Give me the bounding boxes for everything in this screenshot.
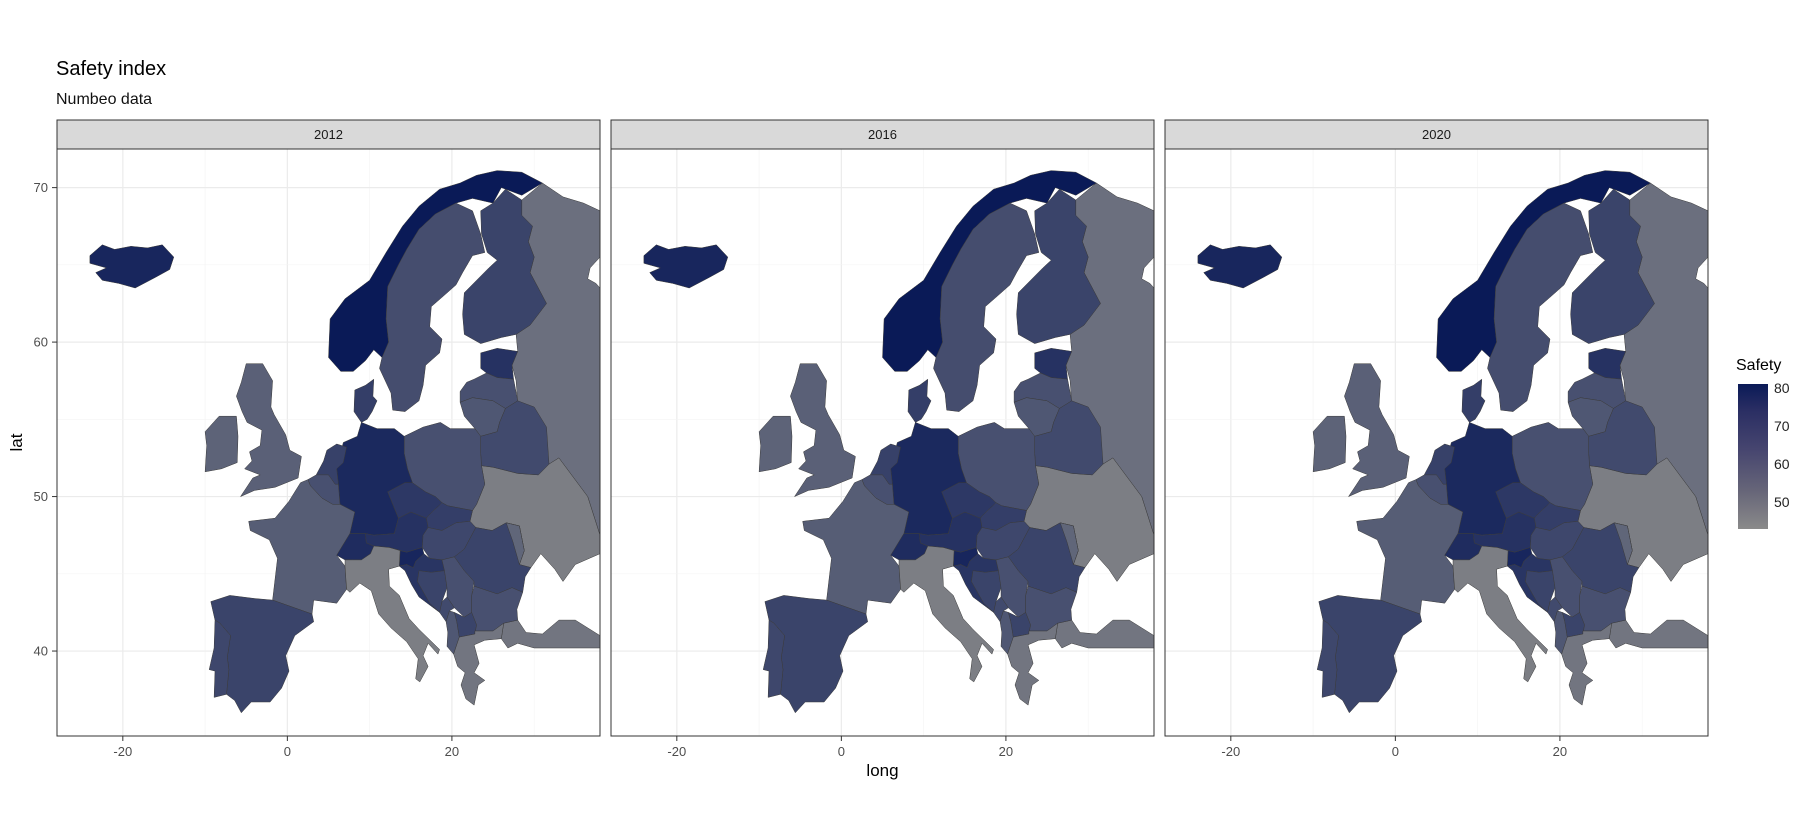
y-tick-label: 40	[34, 644, 48, 659]
country-united-kingdom	[790, 363, 856, 497]
country-ireland	[1312, 415, 1347, 473]
country-united-kingdom	[236, 363, 302, 497]
country-romania	[454, 522, 532, 595]
x-tick-label: 20	[1553, 744, 1567, 759]
facet-panel-2012: 2012 -20 0 20 70 60 50 40	[34, 119, 601, 759]
x-tick-label: -20	[667, 744, 686, 759]
country-portugal	[208, 619, 231, 698]
country-romania	[1562, 522, 1640, 595]
country-ireland	[204, 415, 239, 473]
country-belarus	[480, 400, 550, 476]
country-greece	[1561, 622, 1612, 706]
country-italy	[1452, 545, 1548, 683]
y-tick-label: 50	[34, 489, 48, 504]
map-regions	[1197, 170, 1708, 714]
country-bulgaria	[471, 585, 523, 635]
panel-border	[1164, 148, 1709, 737]
country-moldova	[1613, 522, 1633, 565]
country-romania	[1008, 522, 1086, 595]
legend-tick-label: 50	[1774, 494, 1790, 510]
x-tick-label: -20	[113, 744, 132, 759]
x-tick-label: 20	[445, 744, 459, 759]
panel-border	[56, 148, 601, 737]
country-greece	[1007, 622, 1058, 706]
facet-strip-label: 2016	[868, 127, 897, 142]
legend-colorbar	[1738, 384, 1768, 529]
country-iceland	[643, 244, 729, 289]
facet-strip-label: 2012	[314, 127, 343, 142]
country-sweden	[933, 202, 1040, 412]
x-tick-label: 0	[838, 744, 845, 759]
legend-tick-label: 60	[1774, 456, 1790, 472]
map-regions	[643, 170, 1154, 714]
chart-subtitle: Numbeo data	[56, 91, 153, 108]
facet-strip	[56, 119, 601, 150]
country-moldova	[505, 522, 525, 565]
x-tick-label: 20	[999, 744, 1013, 759]
legend-tick-label: 80	[1774, 380, 1790, 396]
x-tick-label: -20	[1221, 744, 1240, 759]
y-tick-label: 70	[34, 180, 48, 195]
chart-title: Safety index	[56, 58, 167, 80]
facet-strip	[1164, 119, 1709, 150]
country-greece	[453, 622, 504, 706]
country-moldova	[1059, 522, 1079, 565]
country-finland	[1570, 188, 1655, 344]
facet-strip-label: 2020	[1422, 127, 1451, 142]
y-tick-label: 60	[34, 335, 48, 350]
country-italy	[898, 545, 994, 683]
country-portugal	[762, 619, 785, 698]
country-denmark	[907, 378, 932, 423]
legend-title: Safety	[1736, 357, 1782, 374]
country-iceland	[89, 244, 175, 289]
y-axis-label: lat	[7, 433, 26, 451]
legend-tick-label: 70	[1774, 418, 1790, 434]
country-denmark	[353, 378, 378, 423]
country-ireland	[758, 415, 793, 473]
x-tick-label: 0	[284, 744, 291, 759]
country-iceland	[1197, 244, 1283, 289]
country-belarus	[1588, 400, 1658, 476]
country-sweden	[379, 202, 486, 412]
map-regions	[89, 170, 600, 714]
facet-panel-2020: 2020 -20 0 20	[1164, 119, 1709, 759]
country-finland	[1016, 188, 1101, 344]
x-tick-label: 0	[1392, 744, 1399, 759]
facet-strip	[610, 119, 1155, 150]
country-portugal	[1316, 619, 1339, 698]
country-bulgaria	[1579, 585, 1631, 635]
country-finland	[462, 188, 547, 344]
x-axis-label: long	[866, 761, 898, 780]
country-belarus	[1034, 400, 1104, 476]
country-denmark	[1461, 378, 1486, 423]
panel-border	[610, 148, 1155, 737]
country-sweden	[1487, 202, 1594, 412]
country-united-kingdom	[1344, 363, 1410, 497]
country-bulgaria	[1025, 585, 1077, 635]
country-italy	[344, 545, 440, 683]
facet-panel-2016: 2016 -20 0 20	[610, 119, 1155, 759]
